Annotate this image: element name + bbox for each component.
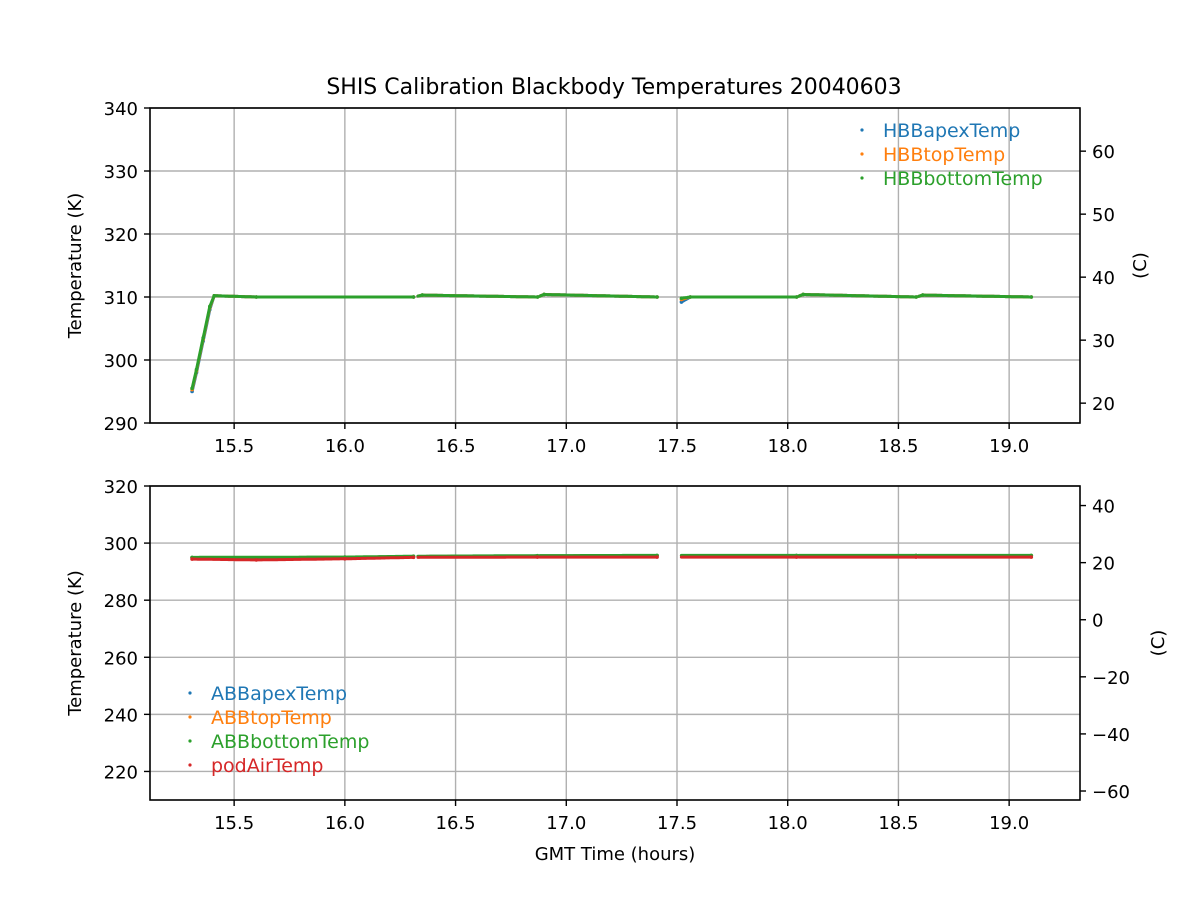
y-tick-label: 340 bbox=[104, 99, 138, 120]
y-tick-label: 300 bbox=[104, 351, 138, 372]
x-tick-label: 17.0 bbox=[546, 813, 586, 834]
y-right-tick-label: −40 bbox=[1092, 725, 1130, 746]
y-tick-label: 320 bbox=[104, 477, 138, 498]
legend-entry: HBBtopTemp bbox=[883, 144, 1005, 166]
series-trace bbox=[190, 294, 415, 393]
legend-marker bbox=[188, 715, 192, 719]
x-tick-label: 18.0 bbox=[768, 813, 808, 834]
y-tick-label: 310 bbox=[104, 288, 138, 309]
x-tick-label: 18.5 bbox=[878, 436, 918, 457]
legend-entry: HBBapexTemp bbox=[883, 120, 1020, 142]
legend-marker bbox=[188, 691, 192, 695]
legend: ABBapexTempABBtopTempABBbottomTemppodAir… bbox=[188, 683, 369, 777]
top-panel: 15.5 16.0 16.5 17.0 17.5 18.0 18.5 19.0 290 300 31… bbox=[65, 99, 1151, 457]
series-trace bbox=[679, 295, 799, 300]
legend-entry: ABBbottomTemp bbox=[211, 731, 369, 753]
legend-marker bbox=[860, 176, 864, 180]
chart-title: SHIS Calibration Blackbody Temperatures … bbox=[326, 75, 901, 100]
legend-marker bbox=[860, 128, 864, 132]
legend-marker bbox=[188, 739, 192, 743]
legend-entry: ABBapexTemp bbox=[211, 683, 347, 705]
legend-entry: podAirTemp bbox=[211, 755, 323, 777]
x-tick-label: 19.0 bbox=[989, 813, 1029, 834]
bottom-panel: 15.5 16.0 16.5 17.0 17.5 18.0 18.5 19.0 220 240 26… bbox=[65, 477, 1169, 865]
y-right-tick-label: 50 bbox=[1092, 205, 1115, 226]
plot-frame bbox=[149, 107, 1081, 424]
legend-marker bbox=[860, 152, 864, 156]
y-tick-label: 240 bbox=[104, 705, 138, 726]
y-right-tick-label: 30 bbox=[1092, 331, 1115, 352]
series-HBBapexTemp bbox=[190, 292, 1034, 394]
y-right-tick-label: 20 bbox=[1092, 394, 1115, 415]
x-tick-label: 16.0 bbox=[325, 813, 365, 834]
x-tick-label: 15.5 bbox=[214, 436, 254, 457]
x-tick-label: 15.5 bbox=[214, 813, 254, 834]
y-tick-label: 290 bbox=[104, 414, 138, 435]
x-axis-label: GMT Time (hours) bbox=[535, 844, 696, 865]
series-trace bbox=[797, 293, 918, 299]
x-tick-label: 17.5 bbox=[657, 813, 697, 834]
x-tick-label: 18.0 bbox=[768, 436, 808, 457]
y-axis-label: Temperature (K) bbox=[65, 570, 86, 717]
y-tick-label: 320 bbox=[104, 225, 138, 246]
series-trace bbox=[190, 294, 415, 390]
y-tick-label: 220 bbox=[104, 762, 138, 783]
legend-entry: HBBbottomTemp bbox=[883, 168, 1043, 190]
series-podAirTemp bbox=[190, 555, 1034, 562]
series-trace bbox=[416, 293, 539, 299]
legend-entry: ABBtopTemp bbox=[211, 707, 332, 729]
x-tick-label: 19.0 bbox=[989, 436, 1029, 457]
x-tick-label: 18.5 bbox=[878, 813, 918, 834]
series-HBBbottomTemp bbox=[190, 292, 1034, 391]
y-right-tick-label: 60 bbox=[1092, 142, 1115, 163]
y-right-tick-label: 40 bbox=[1092, 268, 1115, 289]
y-right-tick-label: 40 bbox=[1092, 497, 1115, 518]
series-trace bbox=[916, 293, 1033, 299]
y-right-tick-label: 20 bbox=[1092, 554, 1115, 575]
x-tick-label: 16.0 bbox=[325, 436, 365, 457]
y-axis-label: Temperature (K) bbox=[65, 193, 86, 340]
y-tick-label: 260 bbox=[104, 648, 138, 669]
y-tick-label: 330 bbox=[104, 162, 138, 183]
y-right-tick-label: −60 bbox=[1092, 782, 1130, 803]
x-tick-label: 17.5 bbox=[657, 436, 697, 457]
y-right-axis-label: (C) bbox=[1148, 630, 1169, 657]
x-tick-label: 17.0 bbox=[546, 436, 586, 457]
series-HBBtopTemp bbox=[190, 292, 1034, 392]
y-tick-label: 300 bbox=[104, 534, 138, 555]
y-right-tick-label: −20 bbox=[1092, 668, 1130, 689]
y-tick-label: 280 bbox=[104, 591, 138, 612]
plot-frame bbox=[149, 485, 1081, 801]
series-trace bbox=[190, 555, 415, 562]
legend-marker bbox=[188, 763, 192, 767]
series-trace bbox=[190, 294, 415, 392]
y-right-tick-label: 0 bbox=[1092, 611, 1103, 632]
series-trace bbox=[538, 293, 659, 299]
y-right-axis-label: (C) bbox=[1130, 252, 1151, 279]
x-tick-label: 16.5 bbox=[436, 813, 476, 834]
x-tick-label: 16.5 bbox=[436, 436, 476, 457]
